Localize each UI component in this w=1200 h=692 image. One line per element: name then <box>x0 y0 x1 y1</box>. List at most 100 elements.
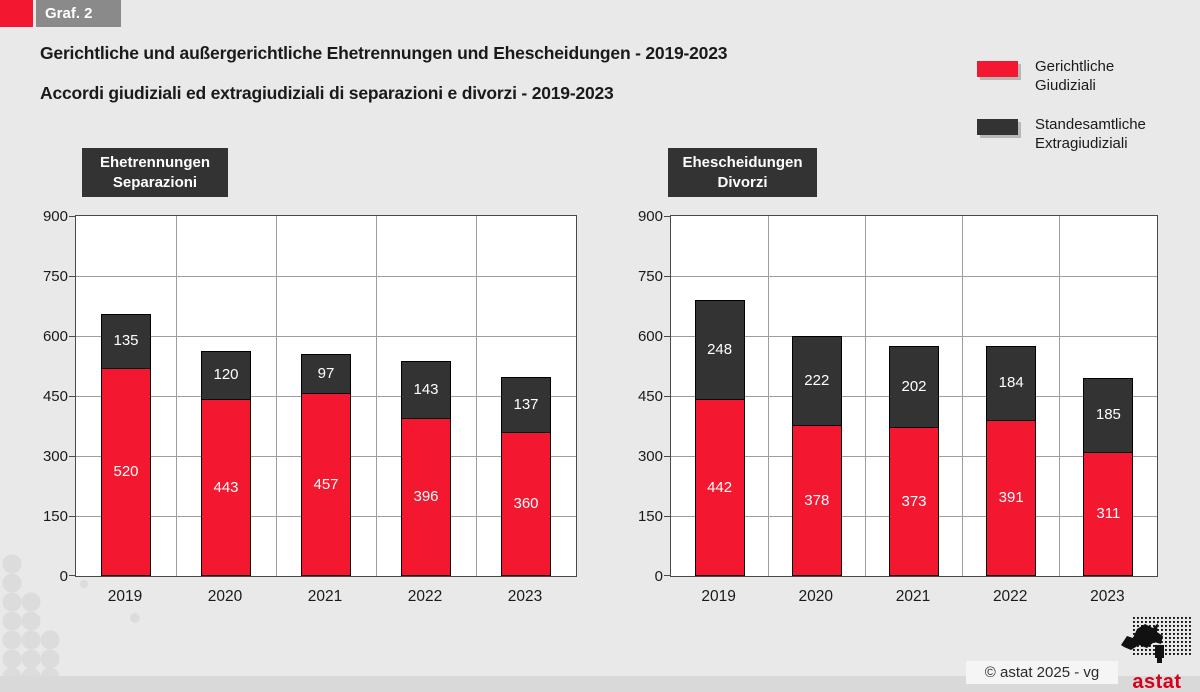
y-axis-label: 750 <box>637 268 663 285</box>
page-title-german: Gerichtliche und außergerichtliche Ehetr… <box>40 43 728 63</box>
divorces-chart: 442 248 378 222 373 202 391 184 311 185 0 150 300 45… <box>638 208 1158 605</box>
bar-value-label-judicial: 442 <box>707 478 733 496</box>
bar-value-label-judicial: 520 <box>113 463 139 480</box>
gridline <box>475 216 477 576</box>
y-axis-label: 450 <box>42 388 68 405</box>
bar-segment-judicial <box>401 418 451 576</box>
axis-tick <box>664 456 670 457</box>
legend-swatch-judicial <box>977 61 1018 77</box>
axis-tick <box>664 396 670 397</box>
bar-value-label-judicial: 391 <box>998 489 1024 506</box>
legend-swatch-extrajudicial <box>977 119 1018 135</box>
bar-value-label-judicial: 360 <box>513 495 539 512</box>
gridline <box>76 335 576 337</box>
gridline <box>767 216 769 576</box>
decorative-dots-pattern <box>2 554 140 687</box>
y-axis-label: 900 <box>42 208 68 225</box>
chart-title-divorces-it: Divorzi <box>717 173 768 191</box>
axis-tick <box>69 276 75 277</box>
legend-label-extrajudicial: Standesamtliche Extragiudiziali <box>1035 115 1146 153</box>
bar-segment-judicial <box>791 425 842 576</box>
y-axis-label: 0 <box>59 568 68 585</box>
bar-segment-judicial <box>889 427 939 576</box>
divorces-chart-plot: 442 248 378 222 373 202 391 184 311 185 <box>670 215 1158 577</box>
y-axis-label: 600 <box>42 328 68 345</box>
badge-red-square <box>0 0 33 27</box>
bar-segment-extrajudicial <box>986 346 1037 421</box>
bar-value-label-extrajudicial: 222 <box>804 371 830 389</box>
astat-logo-text: astat <box>1132 671 1181 692</box>
graf-number-badge: Graf. 2 <box>36 0 121 27</box>
gridline <box>962 216 964 576</box>
astat-logo: astat <box>1121 617 1191 692</box>
gridline <box>275 216 277 576</box>
map-tail <box>1155 645 1164 658</box>
x-axis-year-label: 2019 <box>107 588 143 605</box>
bar-value-label-extrajudicial: 137 <box>513 395 539 413</box>
axis-tick <box>664 336 670 337</box>
bar-value-label-judicial: 311 <box>1096 505 1121 522</box>
gridline <box>1059 216 1061 576</box>
gridline <box>375 216 377 576</box>
bar-segment-judicial <box>1083 452 1134 576</box>
axis-tick <box>664 516 670 517</box>
bar-value-label-extrajudicial: 97 <box>317 364 335 382</box>
bar-value-label-extrajudicial: 185 <box>1095 406 1121 423</box>
x-axis-year-label: 2019 <box>701 588 736 605</box>
y-axis-label: 150 <box>637 508 663 525</box>
legend-label-extrajudicial-it: Extragiudiziali <box>1035 135 1128 152</box>
x-axis-year-label: 2023 <box>507 588 543 605</box>
bar-segment-judicial <box>694 399 745 576</box>
bar-segment-extrajudicial <box>889 346 939 428</box>
bar-value-label-extrajudicial: 120 <box>213 366 239 383</box>
axis-tick <box>664 216 670 217</box>
x-axis-year-label: 2020 <box>798 588 834 605</box>
y-axis-label: 300 <box>42 448 68 465</box>
bar-value-label-judicial: 396 <box>413 488 439 505</box>
bar-segment-judicial <box>986 420 1037 576</box>
chart-title-separations-de: Ehetrennungen <box>99 153 210 171</box>
bar-value-label-judicial: 378 <box>804 491 830 509</box>
y-axis-label: 0 <box>654 568 663 585</box>
bar-segment-extrajudicial <box>501 377 551 433</box>
bar-segment-judicial <box>301 393 351 576</box>
chart-title-box-divorces: Ehescheidungen Divorzi <box>668 148 817 197</box>
legend-label-judicial: Gerichtliche Giudiziali <box>1035 57 1114 95</box>
x-axis-year-label: 2021 <box>895 588 931 605</box>
bar-segment-judicial <box>101 368 151 576</box>
axis-tick <box>69 575 75 576</box>
bar-value-label-judicial: 443 <box>213 478 239 496</box>
bar-value-label-extrajudicial: 184 <box>998 374 1024 391</box>
x-axis-year-label: 2022 <box>992 588 1028 605</box>
separations-chart: 520 135 443 120 457 97 396 143 360 137 0 150 300 450… <box>43 208 577 605</box>
bar-segment-extrajudicial <box>201 351 251 400</box>
y-axis-label: 600 <box>637 328 663 345</box>
legend-label-judicial-it: Giudiziali <box>1035 77 1096 94</box>
x-axis-year-label: 2022 <box>407 588 443 605</box>
axis-tick <box>69 216 75 217</box>
y-axis-label: 450 <box>637 388 663 405</box>
axis-tick <box>69 396 75 397</box>
bar-segment-extrajudicial <box>1083 378 1134 453</box>
bar-segment-judicial <box>201 399 251 576</box>
bar-value-label-judicial: 457 <box>313 475 339 493</box>
south-tyrol-map-shape <box>1121 623 1163 650</box>
bar-segment-extrajudicial <box>791 336 842 426</box>
bar-value-label-extrajudicial: 248 <box>707 340 733 358</box>
axis-tick <box>69 456 75 457</box>
gridline <box>671 275 1157 277</box>
footer-strip <box>0 676 1200 692</box>
y-axis-label: 300 <box>637 448 663 465</box>
separations-chart-plot: 520 135 443 120 457 97 396 143 360 137 <box>75 215 577 577</box>
bar-value-label-judicial: 373 <box>901 492 927 510</box>
x-axis-year-label: 2021 <box>307 588 343 605</box>
bar-segment-extrajudicial <box>301 354 351 394</box>
y-axis-label: 750 <box>42 268 68 285</box>
axis-tick <box>69 516 75 517</box>
x-axis-year-label: 2020 <box>207 588 243 605</box>
axis-tick <box>664 276 670 277</box>
copyright-note: © astat 2025 - vg <box>966 661 1118 684</box>
x-axis-year-label: 2023 <box>1090 588 1125 605</box>
bar-value-label-extrajudicial: 202 <box>901 377 927 395</box>
